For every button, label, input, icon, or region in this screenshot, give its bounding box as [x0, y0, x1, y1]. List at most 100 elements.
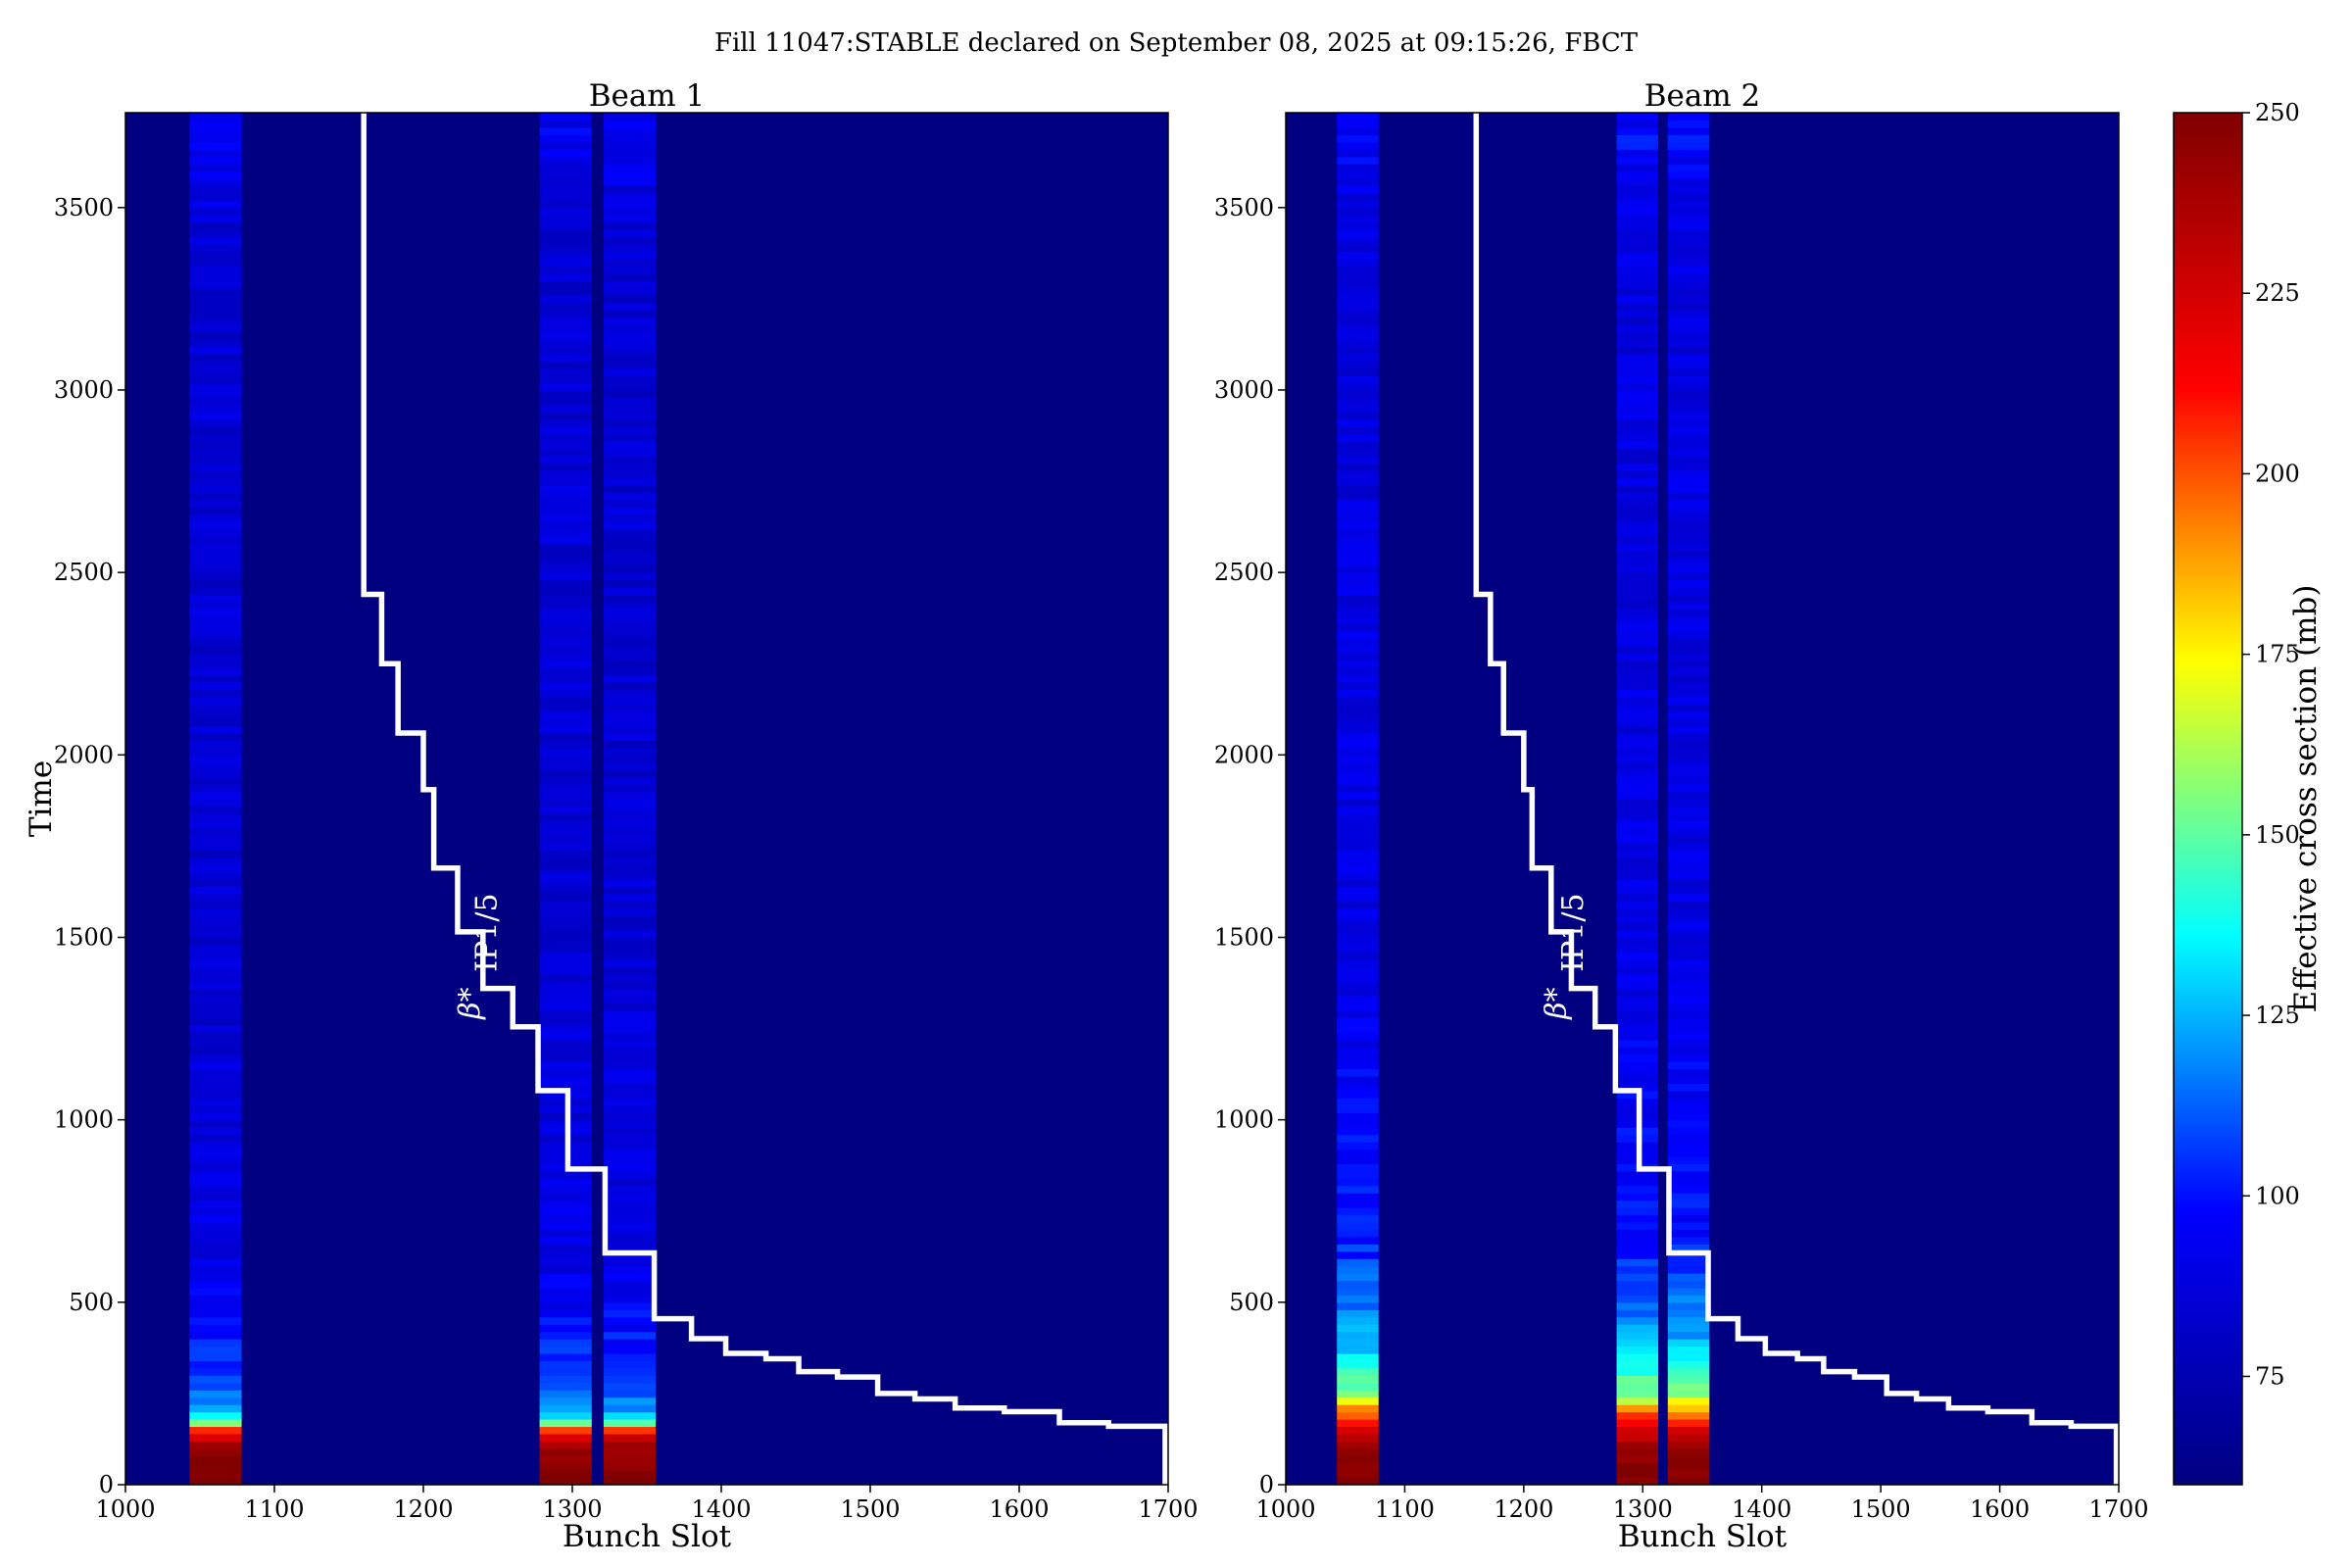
heat-cell: [1337, 1455, 1379, 1464]
heat-cell: [539, 1068, 592, 1077]
heat-cell: [603, 280, 657, 289]
heat-cell: [1616, 689, 1659, 698]
heat-cell: [189, 192, 242, 201]
heat-cell: [539, 922, 592, 931]
heat-cell: [1337, 375, 1379, 384]
heat-cell: [1616, 550, 1659, 559]
heat-cell: [1616, 258, 1659, 267]
colorbar-tick-label: 100: [2255, 1182, 2300, 1209]
heat-cell: [189, 1433, 242, 1442]
heat-cell: [189, 1039, 242, 1048]
heat-cell: [603, 725, 657, 734]
heat-cell: [539, 1441, 592, 1449]
heat-cell: [189, 1346, 242, 1354]
heat-cell: [1667, 1200, 1710, 1208]
heat-cell: [1616, 704, 1659, 712]
heat-cell: [1667, 499, 1710, 508]
beam-1-panel: β* IP1/5 1000 1100 1200 1300 1400 1500 1600 170…: [24, 78, 1199, 1554]
heat-cell: [1667, 776, 1710, 785]
heat-cell: [603, 1104, 657, 1113]
y-tick-label: 2500: [54, 559, 114, 586]
x-tick-label: 1500: [1851, 1495, 1911, 1523]
heat-cell: [189, 302, 242, 311]
heat-cell: [1616, 456, 1659, 465]
heat-cell: [603, 1301, 657, 1310]
heat-cell: [603, 601, 657, 610]
heat-cell: [1616, 674, 1659, 683]
heat-cell: [189, 1309, 242, 1318]
heat-cell: [189, 507, 242, 515]
heat-cell: [189, 207, 242, 216]
heat-cell: [189, 1112, 242, 1121]
heat-cell: [1667, 747, 1710, 756]
heat-cell: [1616, 1054, 1659, 1062]
heat-cell: [1667, 484, 1710, 493]
heat-cell: [539, 645, 592, 654]
heat-cell: [603, 441, 657, 450]
y-tick-label: 1500: [54, 923, 114, 951]
heat-cell: [1667, 1061, 1710, 1070]
heat-cell: [1667, 295, 1710, 304]
heat-cell: [1667, 1375, 1710, 1384]
heat-cell: [539, 681, 592, 690]
heat-cell: [189, 120, 242, 128]
heat-cell: [1667, 492, 1710, 501]
heat-cell: [603, 1214, 657, 1223]
heat-cell: [1667, 514, 1710, 522]
heat-cell: [539, 660, 592, 668]
heat-cell: [189, 1098, 242, 1106]
heat-cell: [1667, 966, 1710, 975]
heat-cell: [189, 572, 242, 581]
heat-cell: [1616, 1061, 1659, 1070]
heat-cell: [1616, 492, 1659, 501]
heat-cell: [539, 952, 592, 960]
heat-cell: [603, 1273, 657, 1282]
heat-cell: [539, 1280, 592, 1289]
heat-cell: [1667, 958, 1710, 967]
heat-cell: [1667, 441, 1710, 450]
heat-cell: [539, 178, 592, 187]
heat-cell: [1337, 601, 1379, 610]
heat-cell: [1337, 200, 1379, 209]
heat-cell: [539, 469, 592, 478]
heat-cell: [603, 689, 657, 698]
heat-cell: [189, 1382, 242, 1391]
heat-cell: [539, 1396, 592, 1405]
colorbar-tick-label: 75: [2255, 1362, 2285, 1390]
heat-cell: [539, 456, 592, 465]
heat-cell: [1337, 404, 1379, 413]
heat-cell: [1667, 1163, 1710, 1172]
heat-cell: [603, 200, 657, 209]
heat-cell: [603, 1170, 657, 1179]
heat-cell: [1667, 141, 1710, 150]
heat-cell: [1337, 996, 1379, 1004]
heat-cell: [189, 375, 242, 384]
heat-cell: [1337, 1390, 1379, 1398]
heat-cell: [1667, 1149, 1710, 1157]
heat-cell: [1667, 988, 1710, 997]
heat-cell: [189, 317, 242, 325]
heat-cell: [1667, 645, 1710, 654]
heat-cell: [539, 1193, 592, 1201]
heat-cell: [189, 477, 242, 486]
heat-cell: [1616, 149, 1659, 158]
heat-cell: [539, 521, 592, 530]
heat-cell: [1616, 630, 1659, 639]
heat-cell: [1616, 615, 1659, 624]
heat-cell: [1667, 784, 1710, 793]
heat-cell: [539, 1083, 592, 1092]
heat-cell: [603, 1433, 657, 1442]
heat-cell: [603, 1127, 657, 1136]
heat-cell: [1667, 609, 1710, 617]
heat-cell: [1337, 587, 1379, 596]
heat-cell: [189, 433, 242, 442]
heat-cell: [539, 1236, 592, 1245]
heat-cell: [603, 1193, 657, 1201]
y-tick-label: 500: [69, 1289, 114, 1316]
heat-cell: [1616, 981, 1659, 990]
heat-cell: [539, 229, 592, 238]
heat-cell: [189, 1426, 242, 1435]
heat-cell: [603, 535, 657, 544]
heat-cell: [1616, 1083, 1659, 1092]
heat-cell: [539, 463, 592, 471]
